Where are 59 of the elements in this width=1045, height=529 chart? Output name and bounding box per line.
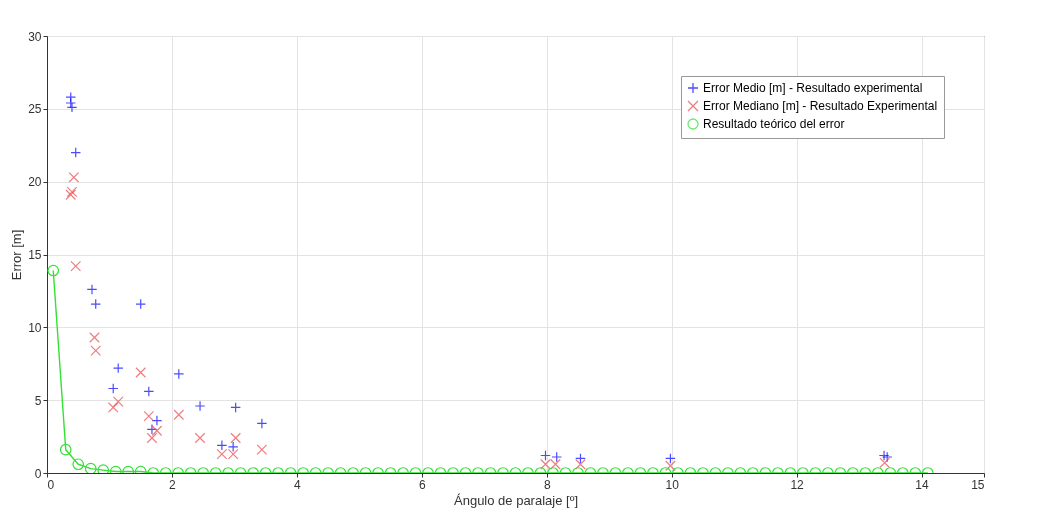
- point: [256, 444, 268, 456]
- point: [70, 260, 82, 272]
- point: [90, 298, 102, 310]
- point: [575, 458, 586, 470]
- point: [135, 298, 147, 310]
- y-tick-label: 15: [28, 248, 42, 262]
- point: [194, 400, 206, 412]
- point: [135, 367, 147, 378]
- y-tick-label: 10: [28, 320, 42, 335]
- y-tick-label: 5: [34, 393, 42, 408]
- point: [173, 409, 185, 421]
- x-axis-title: Ángulo de paralaje [º]: [453, 492, 579, 508]
- x-tick-label: 2: [169, 477, 177, 492]
- point: [575, 453, 586, 464]
- x-tick-label: 4: [294, 477, 302, 492]
- point: [66, 102, 78, 113]
- point: [230, 432, 241, 444]
- point: [173, 368, 185, 380]
- point: [146, 423, 158, 435]
- x-tick-label: 12: [790, 477, 805, 492]
- point: [551, 451, 563, 463]
- point: [216, 439, 228, 451]
- point: [65, 97, 77, 109]
- point: [70, 147, 82, 158]
- legend-label: Error Mediano [m] - Resultado Experimental: [703, 99, 938, 113]
- point: [194, 432, 206, 444]
- point: [151, 415, 163, 426]
- y-tick-label: 0: [34, 466, 42, 481]
- point: [89, 332, 100, 343]
- y-tick-label: 20: [28, 175, 42, 190]
- x-tick-label: 10: [665, 477, 680, 492]
- point: [665, 460, 676, 472]
- point: [665, 453, 676, 464]
- y-axis-title: Error [m]: [9, 229, 25, 281]
- y-tick-label: 25: [28, 102, 42, 117]
- point: [90, 345, 102, 356]
- point: [540, 450, 551, 461]
- point: [230, 402, 241, 413]
- point: [86, 284, 98, 295]
- point: [143, 386, 155, 397]
- x-tick-label: 15: [971, 477, 985, 492]
- point: [107, 402, 119, 413]
- x-tick-label: 6: [418, 477, 426, 492]
- x-tick-label: 8: [543, 477, 551, 492]
- point: [879, 457, 891, 469]
- point: [151, 425, 163, 437]
- y-tick-label: 30: [28, 29, 42, 44]
- point: [146, 432, 158, 444]
- point: [68, 171, 80, 183]
- point: [112, 396, 124, 407]
- point: [143, 410, 155, 422]
- x-tick-label: 14: [915, 477, 930, 492]
- point: [112, 362, 124, 374]
- legend-label: Resultado teórico del error: [703, 117, 845, 131]
- point: [107, 383, 119, 394]
- point: [256, 418, 268, 429]
- x-tick-label: 0: [47, 477, 55, 492]
- point: [227, 441, 239, 453]
- legend-label: Error Medio [m] - Resultado experimental: [703, 81, 923, 95]
